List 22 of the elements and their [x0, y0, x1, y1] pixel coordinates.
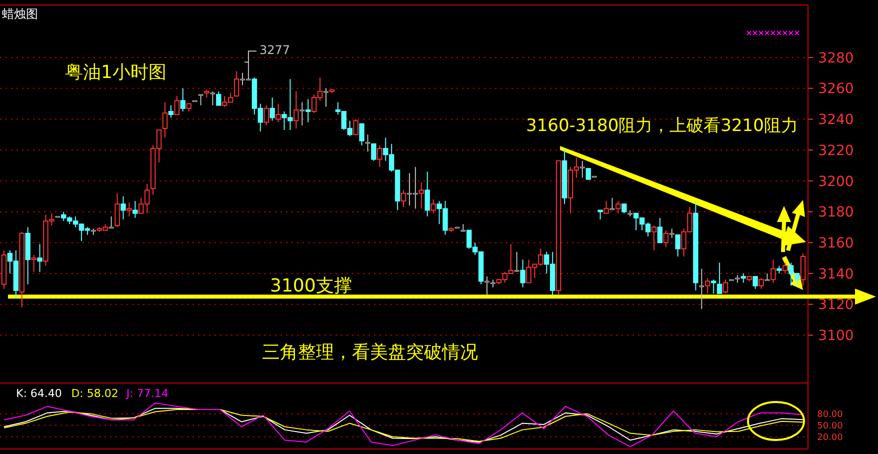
y-tick-label: 3200 [818, 174, 854, 190]
y-tick-label: 3240 [818, 112, 854, 128]
y-tick-label: 80.00 [817, 410, 844, 420]
y-tick-label: 20.00 [817, 432, 844, 443]
series-label: J: 77.14 [125, 387, 168, 400]
y-tick-label: 3120 [818, 297, 854, 314]
y-tick-label: 50.00 [817, 421, 844, 432]
series-label: K: 64.40 [16, 387, 62, 400]
y-tick-label: 3260 [818, 81, 854, 98]
annotation: 3277 [259, 43, 290, 58]
y-tick-label: 3180 [818, 204, 854, 221]
annotation: 粤油1小时图 [65, 62, 166, 83]
y-tick-label: 3160 [818, 236, 854, 252]
annotation: 三角整理，看美盘突破情况 [262, 342, 478, 363]
ref-line-label: 3100支撑 [270, 276, 352, 297]
y-tick-label: 3220 [818, 142, 854, 159]
chart-title: 蜡烛图 [2, 7, 38, 21]
y-tick-label: 3100 [818, 328, 854, 344]
y-tick-label: 3140 [818, 266, 854, 282]
y-tick-label: 3280 [818, 50, 854, 66]
annotation: 3160-3180阻力，上破看3210阻力 [526, 116, 798, 136]
series-label: D: 58.02 [71, 387, 118, 400]
